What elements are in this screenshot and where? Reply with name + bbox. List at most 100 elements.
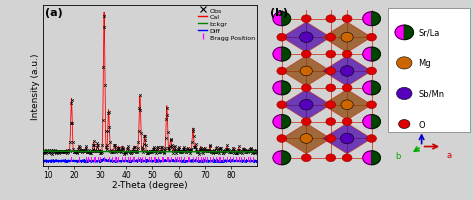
Polygon shape — [363, 151, 372, 165]
Point — [225, 151, 232, 154]
Circle shape — [326, 68, 336, 75]
Point — [72, 150, 80, 153]
Point — [149, 148, 157, 151]
Point — [107, 150, 114, 153]
Point — [244, 149, 251, 153]
Point — [39, 151, 47, 154]
Point — [189, 128, 197, 131]
Point — [239, 148, 247, 151]
Circle shape — [326, 154, 336, 162]
Text: (b): (b) — [270, 8, 288, 18]
Point — [153, 147, 161, 150]
Circle shape — [277, 118, 287, 126]
Point — [206, 145, 213, 148]
Point — [121, 151, 128, 154]
Point — [141, 134, 148, 137]
Point — [47, 151, 55, 154]
Point — [163, 106, 171, 110]
Point — [176, 151, 184, 154]
Text: b: b — [395, 151, 401, 160]
Point — [70, 151, 78, 154]
Point — [164, 146, 172, 150]
Point — [194, 151, 202, 154]
Point — [218, 149, 225, 153]
Polygon shape — [282, 13, 291, 26]
Point — [77, 149, 84, 152]
Point — [181, 148, 189, 152]
Circle shape — [367, 135, 376, 143]
Point — [48, 152, 55, 155]
Point — [112, 149, 119, 152]
Point — [91, 148, 99, 151]
Point — [202, 149, 210, 152]
Point — [105, 110, 112, 114]
Circle shape — [342, 34, 352, 42]
Point — [51, 149, 59, 152]
Point — [76, 150, 84, 153]
Point — [87, 152, 95, 155]
Point — [140, 135, 148, 138]
Point — [42, 151, 49, 154]
Point — [179, 150, 186, 154]
Circle shape — [342, 85, 352, 92]
Circle shape — [367, 16, 376, 23]
X-axis label: 2-Theta (degree): 2-Theta (degree) — [112, 180, 188, 189]
Point — [245, 150, 252, 153]
Point — [228, 151, 235, 154]
Point — [97, 150, 104, 153]
Point — [119, 148, 127, 151]
Point — [92, 150, 100, 153]
Point — [94, 142, 101, 145]
Circle shape — [342, 154, 352, 162]
Point — [150, 146, 158, 149]
Polygon shape — [273, 151, 282, 165]
Point — [131, 145, 138, 148]
Point — [171, 145, 178, 149]
Text: Sr/La: Sr/La — [419, 29, 440, 38]
Point — [201, 148, 208, 151]
Polygon shape — [282, 90, 331, 120]
Circle shape — [301, 118, 311, 126]
Point — [73, 151, 80, 154]
Point — [45, 149, 52, 152]
Point — [156, 151, 164, 154]
Point — [178, 149, 186, 152]
Point — [217, 148, 224, 151]
Point — [208, 150, 215, 154]
Point — [61, 150, 68, 153]
Point — [237, 151, 245, 154]
Point — [204, 150, 211, 153]
Point — [116, 150, 123, 153]
Point — [84, 150, 92, 153]
Point — [191, 146, 199, 149]
Polygon shape — [282, 151, 291, 165]
Circle shape — [342, 68, 352, 75]
Circle shape — [301, 34, 311, 42]
Point — [125, 150, 132, 153]
Point — [234, 151, 241, 154]
Point — [227, 151, 235, 154]
Point — [190, 134, 197, 138]
Point — [222, 150, 229, 153]
Point — [99, 119, 107, 122]
Circle shape — [367, 68, 376, 75]
Point — [172, 148, 179, 151]
Point — [155, 146, 162, 149]
Point — [191, 146, 199, 149]
Circle shape — [277, 34, 287, 42]
Point — [98, 152, 105, 155]
Circle shape — [277, 101, 287, 109]
Point — [55, 152, 63, 155]
Point — [86, 149, 93, 152]
Text: (a): (a) — [45, 8, 63, 18]
Point — [231, 151, 238, 154]
Point — [99, 144, 106, 147]
Circle shape — [326, 51, 336, 59]
Point — [148, 151, 156, 154]
Circle shape — [326, 34, 336, 42]
Point — [199, 151, 207, 155]
Circle shape — [277, 154, 287, 162]
Point — [108, 150, 115, 153]
Point — [107, 149, 115, 152]
Point — [152, 149, 159, 153]
